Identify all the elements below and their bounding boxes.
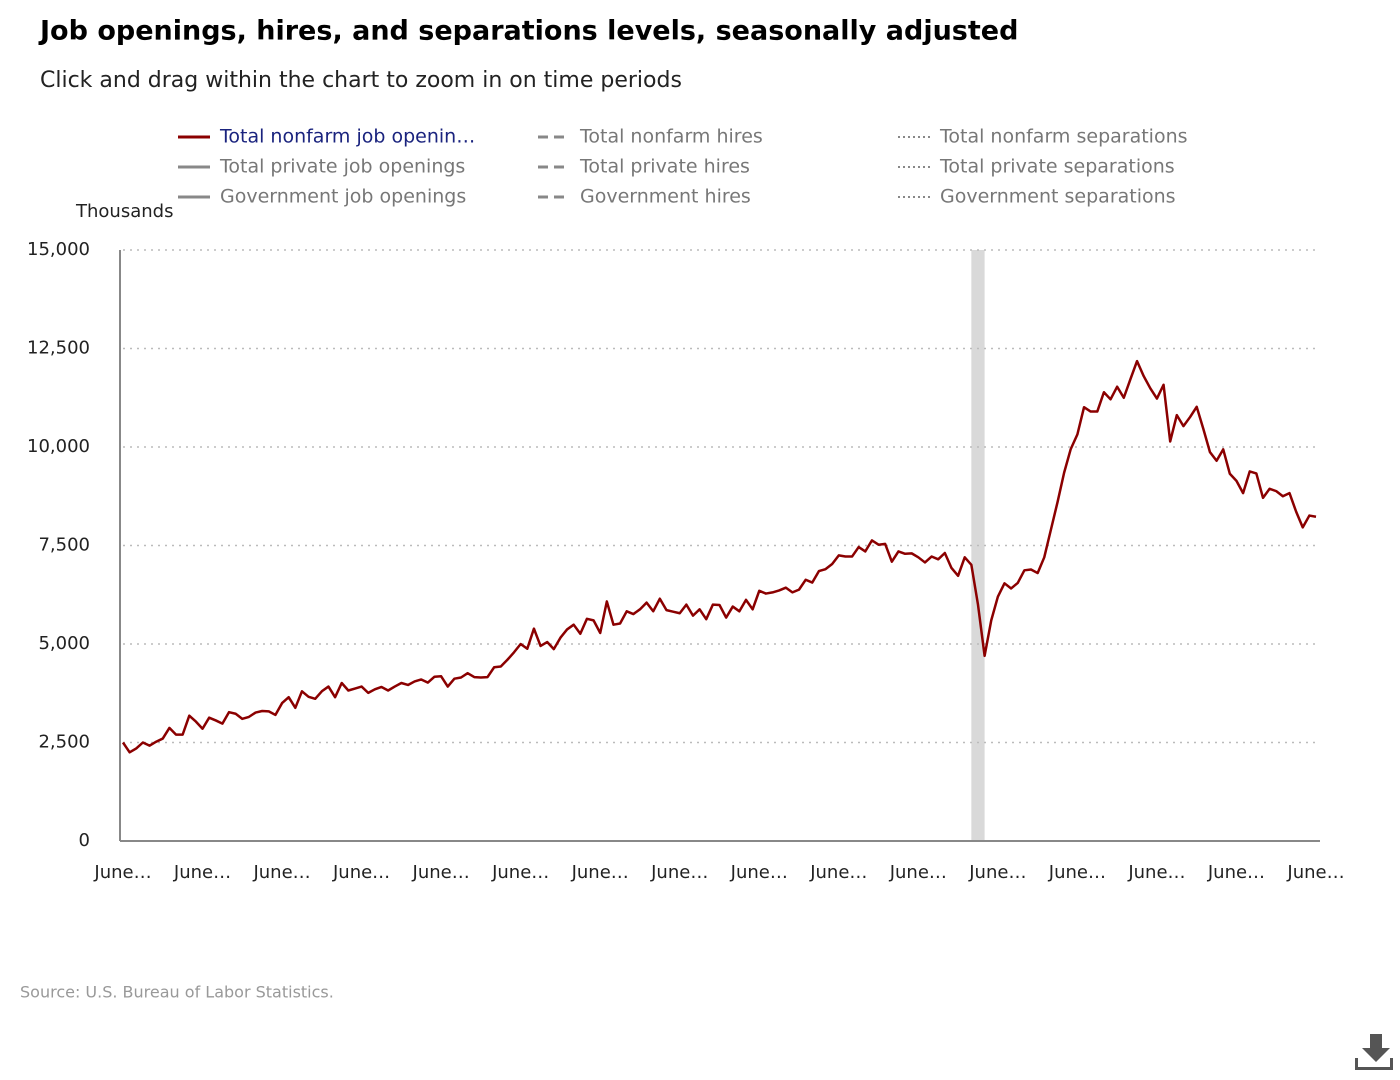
x-tick-label: June… (173, 862, 231, 883)
legend-label[interactable]: Government separations (940, 186, 1176, 208)
y-tick-label: 0 (79, 830, 90, 851)
x-tick-label: June… (1286, 862, 1344, 883)
legend-label[interactable]: Total nonfarm separations (939, 126, 1188, 148)
legend-label[interactable]: Government hires (580, 186, 751, 208)
x-tick-label: June… (1207, 862, 1265, 883)
x-tick-label: June… (491, 862, 549, 883)
legend-label[interactable]: Total nonfarm job openin… (219, 126, 475, 148)
y-tick-label: 2,500 (38, 732, 90, 753)
download-button[interactable] (1352, 1030, 1396, 1074)
x-tick-label: June… (650, 862, 708, 883)
data-line (121, 359, 1317, 754)
y-tick-label: 10,000 (27, 436, 90, 457)
y-tick-label: 7,500 (38, 535, 90, 556)
legend-label[interactable]: Total private job openings (219, 156, 465, 178)
x-tick-label: June… (412, 862, 470, 883)
x-tick-label: June… (1048, 862, 1106, 883)
y-tick-label: 12,500 (27, 338, 90, 359)
chart-subtitle: Click and drag within the chart to zoom … (40, 68, 682, 93)
legend-label[interactable]: Total private hires (579, 156, 750, 178)
y-axis-label: Thousands (75, 201, 173, 222)
legend-label[interactable]: Total private separations (939, 156, 1175, 178)
legend-label[interactable]: Total nonfarm hires (579, 126, 763, 148)
x-tick-label: June… (252, 862, 310, 883)
y-tick-label: 5,000 (38, 633, 90, 654)
x-tick-label: June… (968, 862, 1026, 883)
x-tick-label: June… (1127, 862, 1185, 883)
x-tick-label: June… (93, 862, 151, 883)
chart-title: Job openings, hires, and separations lev… (38, 16, 1018, 47)
legend-label[interactable]: Government job openings (220, 186, 466, 208)
x-tick-label: June… (809, 862, 867, 883)
y-tick-label: 15,000 (27, 239, 90, 260)
x-tick-label: June… (730, 862, 788, 883)
source-note: Source: U.S. Bureau of Labor Statistics. (20, 983, 334, 1002)
x-tick-label: June… (571, 862, 629, 883)
x-tick-label: June… (889, 862, 947, 883)
x-tick-label: June… (332, 862, 390, 883)
